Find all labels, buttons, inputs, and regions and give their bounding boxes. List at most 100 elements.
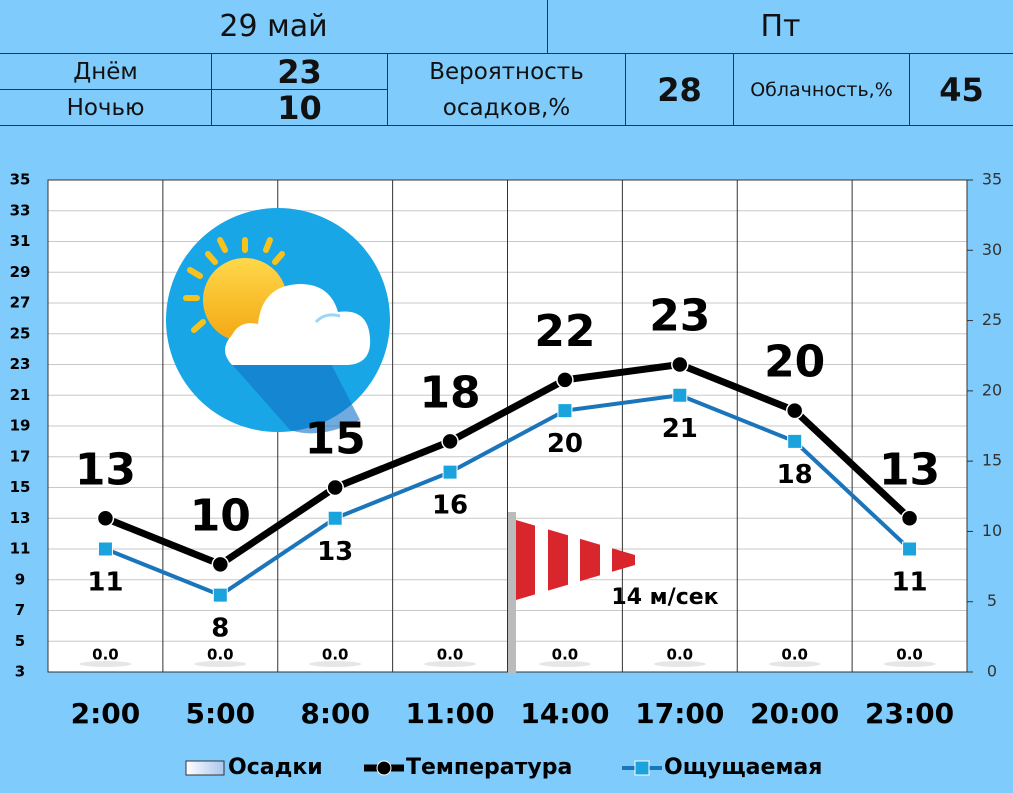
- y-tick-label: 9: [15, 570, 25, 588]
- temperature-marker: [556, 371, 574, 389]
- temperature-marker: [326, 478, 344, 497]
- legend-marker: [376, 760, 392, 776]
- legend-label: Температура: [406, 755, 572, 780]
- precip-label: Вероятность осадков,%: [388, 54, 626, 126]
- temperature-label: 23: [649, 291, 710, 342]
- weather-icon: [166, 208, 390, 434]
- temperature-label: 10: [190, 490, 251, 541]
- y-tick-label: 35: [10, 171, 31, 189]
- date: 29 май: [0, 0, 548, 54]
- x-tick-label: 14:00: [520, 697, 609, 730]
- precip-shadow: [424, 661, 477, 667]
- felt-label: 16: [432, 491, 468, 521]
- felt-marker: [557, 403, 573, 419]
- cloud-value: 45: [910, 54, 1013, 126]
- felt-label: 21: [662, 414, 698, 444]
- felt-marker: [787, 433, 803, 449]
- felt-marker: [672, 387, 688, 403]
- y-tick-label: 23: [10, 355, 31, 373]
- y2-tick-label: 25: [982, 310, 1002, 329]
- x-tick-label: 23:00: [865, 697, 954, 730]
- night-label: Ночью: [0, 90, 212, 126]
- temperature-marker: [900, 509, 919, 527]
- y-tick-label: 27: [10, 294, 31, 312]
- y-tick-label: 15: [10, 478, 31, 496]
- weekday: Пт: [548, 0, 1013, 54]
- felt-marker: [902, 541, 918, 557]
- felt-label: 20: [547, 429, 583, 459]
- precip-label: 0.0: [322, 646, 349, 664]
- y2-tick-label: 15: [982, 451, 1002, 470]
- x-tick-label: 11:00: [405, 697, 494, 730]
- plot-border: [47, 179, 968, 673]
- precip-label: 0.0: [552, 646, 579, 664]
- precip-label: 0.0: [781, 646, 808, 664]
- temperature-label: 18: [419, 367, 480, 418]
- x-tick-label: 2:00: [71, 697, 141, 730]
- precip-label: 0.0: [896, 646, 923, 664]
- y-tick-label: 19: [10, 417, 31, 435]
- cloud-label: Облачность,%: [734, 54, 910, 126]
- y-tick-label: 25: [10, 324, 31, 342]
- felt-label: 11: [891, 568, 927, 598]
- temperature-label: 20: [764, 337, 825, 388]
- legend-swatch: [185, 760, 225, 776]
- y-tick-label: 7: [15, 601, 25, 619]
- legend-label: Ощущаемая: [664, 755, 822, 780]
- precip-shadow: [79, 661, 132, 667]
- precip-label: 0.0: [207, 646, 234, 664]
- x-tick-label: 5:00: [185, 697, 255, 730]
- y2-tick-label: 10: [982, 521, 1002, 540]
- felt-marker: [97, 541, 113, 557]
- temperature-marker: [96, 509, 115, 527]
- y2-tick-label: 35: [982, 170, 1002, 189]
- precip-label: 0.0: [92, 646, 119, 664]
- precip-shadow: [653, 661, 706, 667]
- y-tick-label: 3: [15, 663, 25, 681]
- y-tick-label: 11: [10, 540, 31, 558]
- x-tick-label: 20:00: [750, 697, 839, 730]
- temperature-label: 22: [534, 306, 595, 357]
- felt-line: [104, 393, 911, 598]
- y2-tick-label: 30: [982, 240, 1002, 259]
- precip-shadow: [194, 661, 247, 667]
- precip-shadow: [768, 661, 821, 667]
- y-tick-label: 5: [15, 632, 25, 650]
- temperature-line: [104, 361, 912, 568]
- felt-marker: [327, 510, 343, 526]
- y2-tick-label: 5: [987, 591, 997, 610]
- x-tick-label: 17:00: [635, 697, 724, 730]
- temperature-label: 13: [879, 444, 940, 495]
- felt-label: 13: [317, 537, 353, 567]
- temperature-marker: [671, 355, 689, 374]
- felt-label: 8: [211, 614, 229, 644]
- y-tick-label: 33: [10, 201, 31, 219]
- felt-marker: [212, 587, 228, 603]
- y2-tick-label: 20: [982, 380, 1002, 399]
- precip-shadow: [883, 661, 936, 667]
- x-tick-label: 8:00: [300, 697, 370, 730]
- windsock: [508, 512, 635, 674]
- y2-tick-label: 0: [987, 662, 997, 681]
- day-value: 23: [212, 53, 388, 91]
- precip-shadow: [538, 661, 591, 667]
- felt-label: 18: [777, 460, 813, 490]
- y-tick-label: 17: [10, 447, 31, 465]
- temperature-marker: [441, 432, 459, 451]
- precip-label: 0.0: [667, 646, 694, 664]
- temperature-marker: [211, 555, 230, 574]
- y-tick-label: 21: [10, 386, 31, 404]
- precip-label: 0.0: [437, 646, 464, 664]
- legend-label: Осадки: [228, 755, 323, 780]
- y-tick-label: 31: [10, 232, 31, 250]
- temperature-marker: [785, 401, 804, 420]
- felt-marker: [442, 464, 458, 480]
- temperature-label: 13: [75, 444, 136, 495]
- y-tick-label: 29: [10, 263, 31, 281]
- legend-marker: [634, 760, 650, 776]
- y-tick-label: 13: [10, 509, 31, 527]
- precip-value: 28: [626, 54, 734, 126]
- precip-shadow: [309, 661, 362, 667]
